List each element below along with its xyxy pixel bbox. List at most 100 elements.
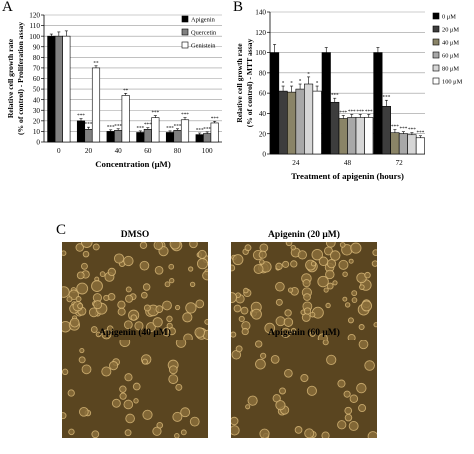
y-tick-label: 90: [33, 43, 41, 51]
significance-label: ***: [77, 113, 85, 119]
cell: [81, 242, 93, 248]
cell: [347, 333, 356, 340]
cell: [323, 287, 329, 293]
cell: [188, 266, 194, 272]
cell: [247, 395, 258, 406]
cell: [350, 242, 362, 254]
y-tick-label: 40: [33, 96, 41, 104]
legend-swatch: [181, 28, 189, 36]
cell: [318, 256, 329, 267]
cell: [231, 264, 236, 272]
cell: [93, 300, 103, 310]
cell: [231, 416, 239, 426]
cell: [325, 242, 336, 248]
cell: [62, 368, 69, 376]
significance-label: ***: [408, 127, 416, 133]
cell: [76, 271, 85, 280]
cell: [348, 258, 354, 264]
bar: [203, 133, 212, 143]
cell: [235, 345, 243, 353]
bar: [330, 101, 340, 155]
cell: [139, 260, 150, 271]
bar: [173, 130, 182, 143]
cell: [169, 242, 181, 250]
cell: [358, 404, 367, 413]
y-tick-label: 60: [259, 90, 267, 98]
cell: [67, 389, 75, 397]
significance-label: ***: [356, 109, 364, 115]
cell: [81, 262, 88, 270]
cell: [155, 305, 164, 313]
cell: [183, 333, 193, 340]
cell: [364, 360, 375, 371]
micrograph-title-apigenin-20: Apigenin (20 μM): [268, 230, 340, 240]
legend-swatch: [432, 12, 440, 20]
cell: [92, 243, 100, 251]
cell: [119, 392, 127, 400]
cell: [123, 320, 133, 330]
significance-label: **: [123, 88, 129, 94]
panel-label-c: C: [56, 222, 67, 238]
cell: [117, 307, 126, 316]
y-tick-label: 100: [255, 49, 266, 57]
cell: [152, 317, 163, 328]
cell: [279, 387, 286, 395]
cell: [195, 299, 205, 309]
bar: [84, 129, 93, 143]
y-tick-label: 80: [33, 54, 41, 62]
cell: [124, 429, 132, 437]
significance-label: ***: [151, 110, 159, 116]
cell: [280, 327, 291, 338]
bar: [287, 91, 297, 155]
cell: [344, 413, 353, 422]
y-axis-label-line2: (% of control) - MTT assay: [245, 39, 254, 128]
cell: [359, 284, 365, 290]
cell: [124, 373, 133, 382]
legend-swatch: [181, 15, 189, 23]
cell: [166, 315, 173, 323]
bar: [91, 67, 101, 143]
cell: [244, 244, 252, 252]
significance-label: ***: [348, 109, 356, 115]
cell: [255, 340, 263, 348]
cell: [372, 249, 377, 256]
bar: [114, 130, 123, 143]
cell: [233, 304, 242, 313]
cell: [342, 271, 348, 277]
cell: [167, 327, 176, 336]
x-axis-label: Concentration (μM): [95, 159, 171, 169]
y-tick-label: 60: [33, 75, 41, 83]
significance-label: *: [307, 71, 310, 77]
cell: [130, 314, 137, 321]
y-axis-label-line1: Relative cell growth rate: [6, 38, 15, 118]
cell: [275, 281, 285, 292]
cell: [317, 275, 329, 288]
cell: [162, 300, 172, 311]
bar: [210, 122, 219, 143]
cell: [329, 250, 341, 261]
cell: [322, 340, 329, 346]
significance-label: ***: [391, 124, 399, 130]
cell: [113, 253, 125, 264]
legend-swatch: [432, 51, 440, 59]
cell: [356, 382, 367, 394]
bar: [373, 52, 383, 155]
cell: [290, 244, 296, 251]
cell: [259, 428, 270, 438]
bar: [270, 52, 280, 155]
cell: [180, 407, 191, 418]
cell: [189, 416, 200, 427]
cell: [304, 428, 315, 438]
bar: [278, 90, 288, 155]
cell: [91, 430, 100, 438]
cell: [364, 271, 371, 279]
legend-swatch: [432, 77, 440, 85]
significance-label: ***: [383, 95, 391, 101]
cell: [111, 398, 121, 408]
cell: [79, 407, 89, 417]
legend-label: 0 μM: [442, 14, 456, 21]
cell: [189, 281, 196, 288]
cell: [231, 425, 240, 436]
bar: [54, 35, 63, 143]
significance-label: ***: [181, 112, 189, 118]
